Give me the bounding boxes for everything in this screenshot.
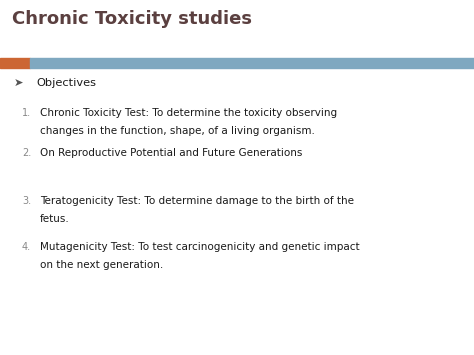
Text: 2.: 2. — [22, 148, 31, 158]
Text: ➤: ➤ — [14, 78, 24, 88]
Text: 1.: 1. — [22, 108, 31, 118]
Text: 3.: 3. — [22, 196, 31, 206]
Text: Chronic Toxicity Test: To determine the toxicity observing: Chronic Toxicity Test: To determine the … — [40, 108, 337, 118]
Text: Objectives: Objectives — [36, 78, 96, 88]
Text: Teratogenicity Test: To determine damage to the birth of the: Teratogenicity Test: To determine damage… — [40, 196, 354, 206]
Text: fetus.: fetus. — [40, 214, 70, 224]
Text: 4.: 4. — [22, 242, 31, 252]
Text: Mutagenicity Test: To test carcinogenicity and genetic impact: Mutagenicity Test: To test carcinogenici… — [40, 242, 360, 252]
Text: Chronic Toxicity studies: Chronic Toxicity studies — [12, 10, 252, 28]
Bar — [30, 58, 474, 68]
Bar — [0, 58, 30, 68]
Text: on the next generation.: on the next generation. — [40, 260, 163, 270]
Text: changes in the function, shape, of a living organism.: changes in the function, shape, of a liv… — [40, 126, 315, 136]
Text: On Reproductive Potential and Future Generations: On Reproductive Potential and Future Gen… — [40, 148, 302, 158]
